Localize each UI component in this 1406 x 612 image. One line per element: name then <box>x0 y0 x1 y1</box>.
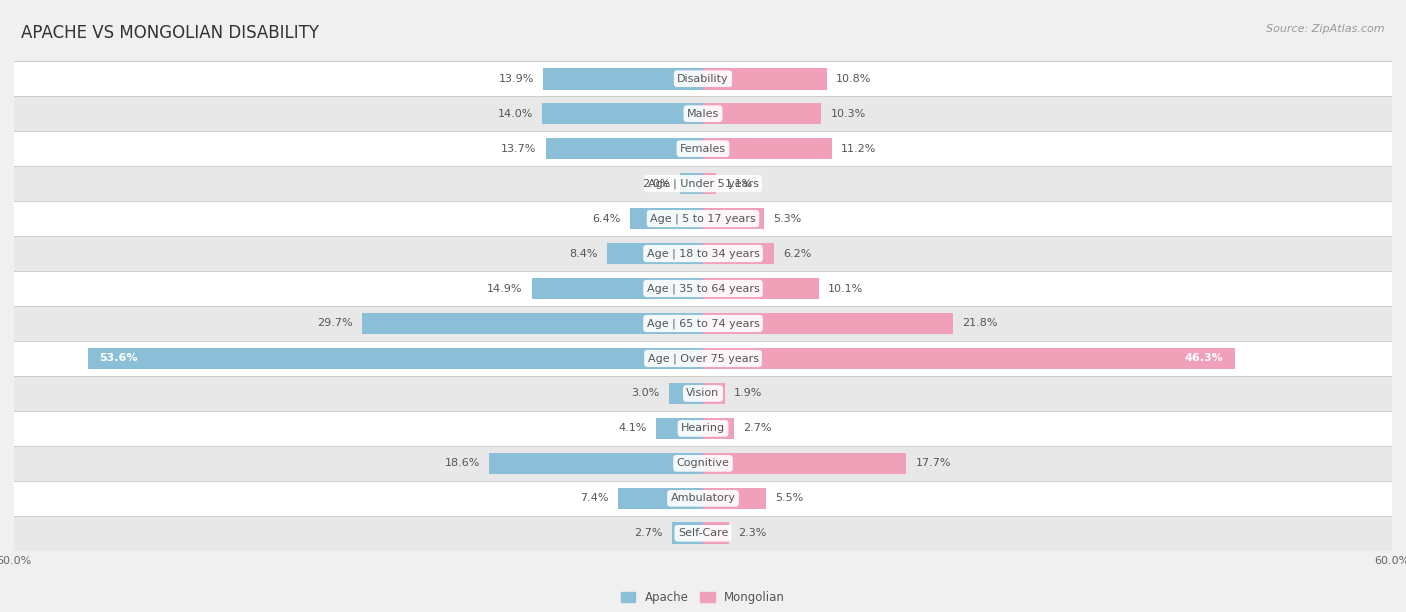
Text: Females: Females <box>681 144 725 154</box>
Bar <box>14 96 1392 131</box>
Bar <box>703 382 725 405</box>
Bar <box>543 103 703 124</box>
Text: 10.3%: 10.3% <box>831 109 866 119</box>
Bar <box>14 411 1392 446</box>
Text: 14.9%: 14.9% <box>488 283 523 294</box>
Text: 53.6%: 53.6% <box>98 354 138 364</box>
Bar <box>703 488 766 509</box>
Bar <box>606 243 703 264</box>
Text: Age | 65 to 74 years: Age | 65 to 74 years <box>647 318 759 329</box>
Text: 14.0%: 14.0% <box>498 109 533 119</box>
Bar <box>361 313 703 334</box>
Text: 3.0%: 3.0% <box>631 389 659 398</box>
Text: 5.3%: 5.3% <box>773 214 801 223</box>
Bar <box>14 341 1392 376</box>
Text: 8.4%: 8.4% <box>569 248 598 258</box>
Text: Self-Care: Self-Care <box>678 528 728 539</box>
Text: 2.3%: 2.3% <box>738 528 766 539</box>
Text: 18.6%: 18.6% <box>444 458 481 468</box>
Bar <box>703 452 907 474</box>
Text: 13.9%: 13.9% <box>499 73 534 84</box>
Bar <box>14 376 1392 411</box>
Bar <box>14 236 1392 271</box>
Text: Age | 18 to 34 years: Age | 18 to 34 years <box>647 248 759 259</box>
Bar <box>14 446 1392 481</box>
Text: 4.1%: 4.1% <box>619 424 647 433</box>
Bar <box>703 103 821 124</box>
Bar <box>489 452 703 474</box>
Bar <box>669 382 703 405</box>
Bar <box>703 173 716 195</box>
Text: 2.0%: 2.0% <box>643 179 671 188</box>
Bar <box>703 278 818 299</box>
Bar <box>681 173 703 195</box>
Text: Ambulatory: Ambulatory <box>671 493 735 503</box>
Text: 2.7%: 2.7% <box>744 424 772 433</box>
Text: 1.1%: 1.1% <box>725 179 754 188</box>
Text: Vision: Vision <box>686 389 720 398</box>
Text: Age | Over 75 years: Age | Over 75 years <box>648 353 758 364</box>
Text: 21.8%: 21.8% <box>963 318 998 329</box>
Text: 11.2%: 11.2% <box>841 144 876 154</box>
Legend: Apache, Mongolian: Apache, Mongolian <box>616 586 790 608</box>
Bar <box>87 348 703 369</box>
Bar <box>14 271 1392 306</box>
Text: APACHE VS MONGOLIAN DISABILITY: APACHE VS MONGOLIAN DISABILITY <box>21 24 319 42</box>
Bar <box>543 68 703 89</box>
Text: 6.2%: 6.2% <box>783 248 811 258</box>
Text: Age | Under 5 years: Age | Under 5 years <box>648 178 758 189</box>
Bar <box>14 481 1392 516</box>
Bar <box>703 138 831 160</box>
Text: 7.4%: 7.4% <box>581 493 609 503</box>
Text: 13.7%: 13.7% <box>501 144 537 154</box>
Bar <box>531 278 703 299</box>
Bar <box>703 313 953 334</box>
Bar <box>630 207 703 230</box>
Bar <box>14 131 1392 166</box>
Bar <box>14 516 1392 551</box>
Bar <box>703 243 775 264</box>
Bar <box>619 488 703 509</box>
Text: 29.7%: 29.7% <box>318 318 353 329</box>
Text: 6.4%: 6.4% <box>592 214 620 223</box>
Text: 46.3%: 46.3% <box>1184 354 1223 364</box>
Text: 2.7%: 2.7% <box>634 528 662 539</box>
Bar <box>703 417 734 439</box>
Bar <box>703 523 730 544</box>
Bar <box>546 138 703 160</box>
Bar <box>14 61 1392 96</box>
Text: 5.5%: 5.5% <box>775 493 804 503</box>
Bar <box>14 166 1392 201</box>
Text: Males: Males <box>688 109 718 119</box>
Bar <box>14 306 1392 341</box>
Text: Disability: Disability <box>678 73 728 84</box>
Text: Hearing: Hearing <box>681 424 725 433</box>
Text: 17.7%: 17.7% <box>915 458 950 468</box>
Text: Source: ZipAtlas.com: Source: ZipAtlas.com <box>1267 24 1385 34</box>
Text: 10.8%: 10.8% <box>837 73 872 84</box>
Bar <box>14 201 1392 236</box>
Bar <box>703 68 827 89</box>
Text: 10.1%: 10.1% <box>828 283 863 294</box>
Text: Age | 35 to 64 years: Age | 35 to 64 years <box>647 283 759 294</box>
Bar <box>657 417 703 439</box>
Text: Cognitive: Cognitive <box>676 458 730 468</box>
Bar <box>703 207 763 230</box>
Bar <box>703 348 1234 369</box>
Text: Age | 5 to 17 years: Age | 5 to 17 years <box>650 214 756 224</box>
Bar <box>672 523 703 544</box>
Text: 1.9%: 1.9% <box>734 389 762 398</box>
